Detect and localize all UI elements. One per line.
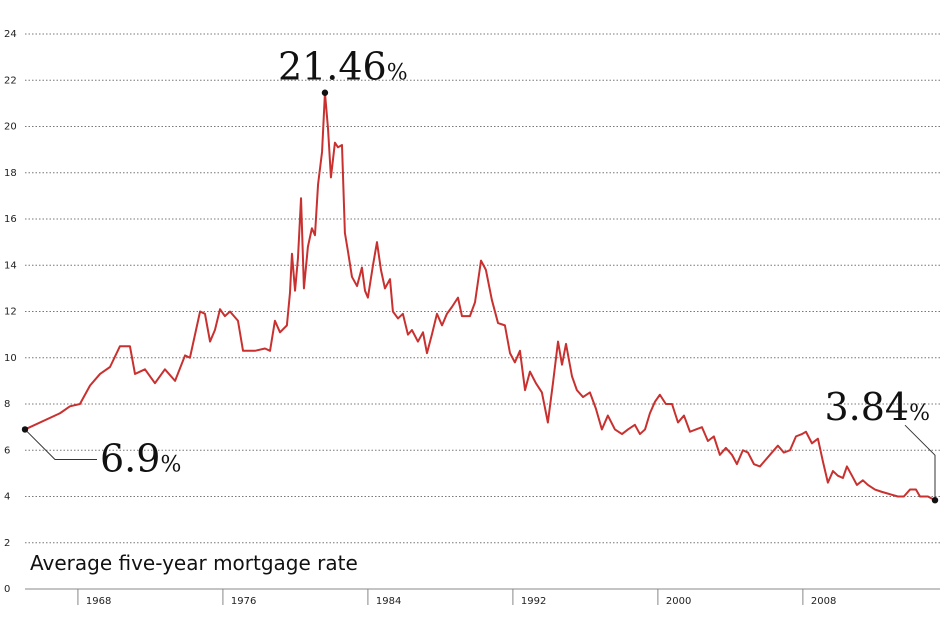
annotation-unit: % [909,401,930,426]
y-tick-label: 22 [4,75,17,86]
annotation-dot [321,89,329,96]
annotation-value: 3.84 [824,385,909,429]
y-tick-label: 12 [4,307,17,318]
x-tick-label: 1984 [376,596,401,607]
y-tick-label: 20 [4,122,17,133]
y-tick-label: 18 [4,168,17,179]
annotation-unit: % [387,61,408,86]
x-tick-label: 1976 [231,596,256,607]
annotation: 21.46% [278,45,408,89]
y-tick-label: 16 [4,214,17,225]
y-tick-label: 2 [4,538,10,549]
y-tick-label: 4 [4,492,10,503]
y-tick-label: 6 [4,445,10,456]
y-tick-label: 14 [4,260,17,271]
annotation: 3.84% [824,385,930,429]
line-series [24,91,936,502]
x-tick-label: 1968 [86,596,111,607]
annotation-dot [21,426,29,433]
x-tick-label: 2000 [666,596,691,607]
y-tick-label: 0 [4,584,10,595]
x-tick-label: 1992 [521,596,546,607]
annotation-value: 21.46 [278,45,387,89]
leader-line [24,429,97,460]
x-tick-label: 2008 [811,596,836,607]
annotation-value: 6.9 [100,436,160,480]
leader-line [904,424,936,501]
y-tick-label: 24 [4,29,17,40]
chart-title: Average five-year mortgage rate [30,551,358,575]
y-tick-label: 8 [4,399,10,410]
annotation-unit: % [160,452,181,477]
y-tick-label: 10 [4,353,17,364]
annotation: 6.9% [100,436,181,480]
annotation-dot [931,497,939,504]
